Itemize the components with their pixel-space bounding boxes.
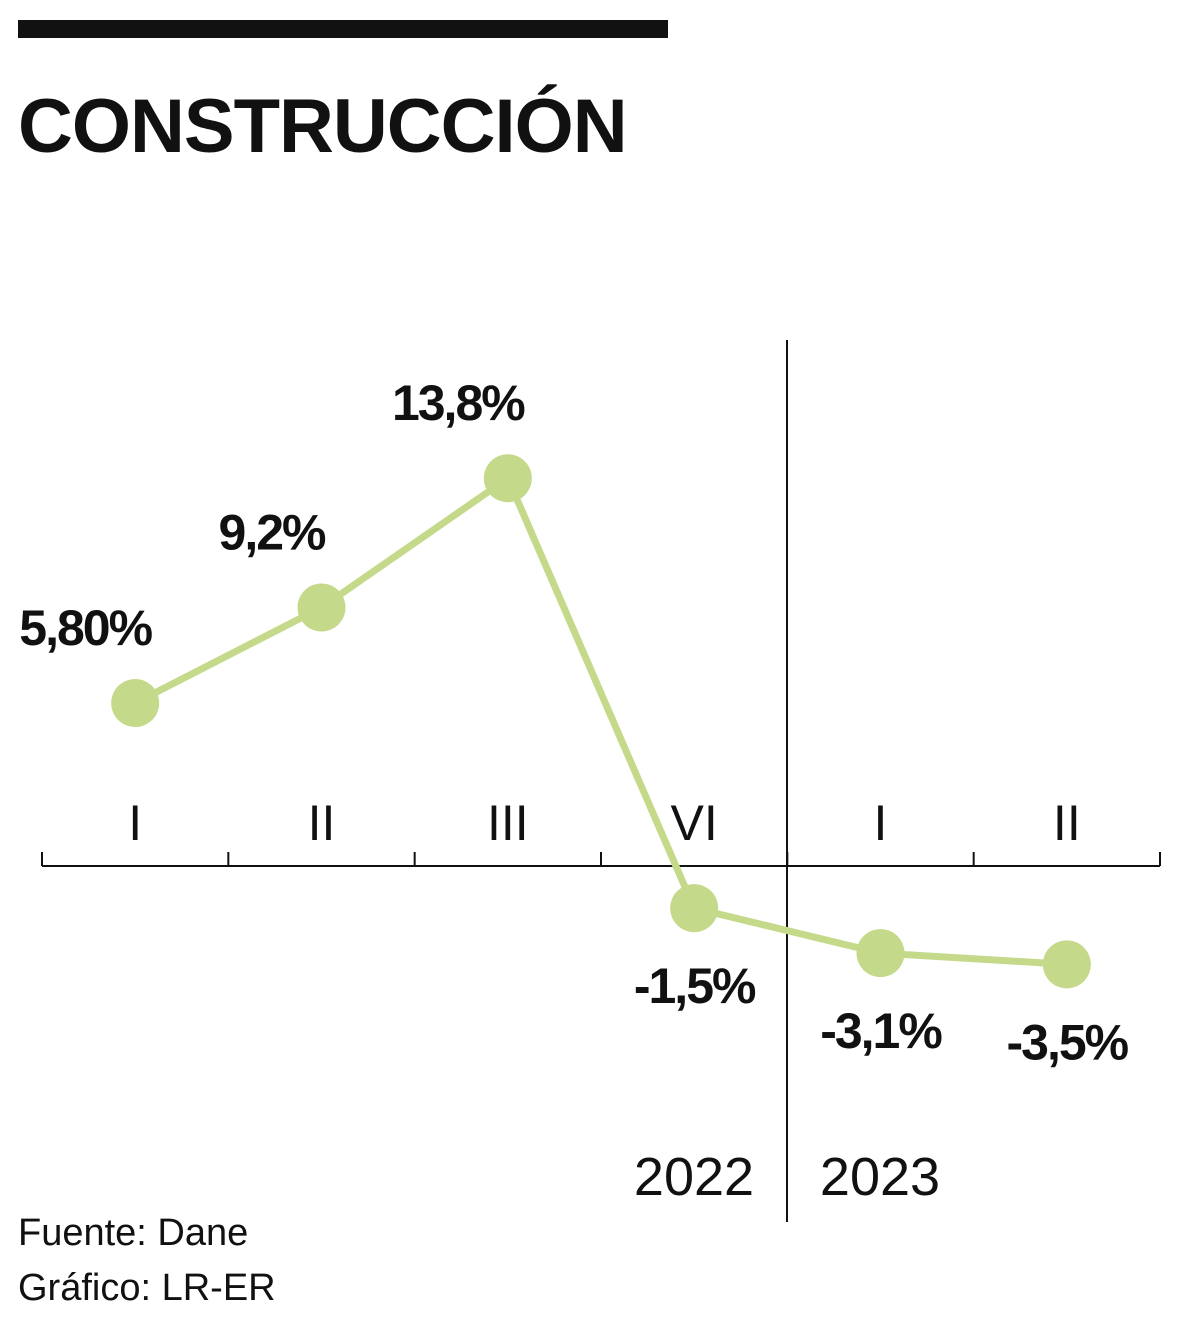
value-label: 9,2% <box>219 504 327 560</box>
line <box>133 474 1068 968</box>
point <box>856 929 905 978</box>
value-label: 5,80% <box>19 600 152 656</box>
credit: Gráfico: LR-ER <box>18 1267 276 1309</box>
point <box>297 583 346 632</box>
chart-title: CONSTRUCCIÓN <box>18 84 627 169</box>
year-label: 2022 <box>634 1147 754 1207</box>
value-label: -3,5% <box>1007 1014 1129 1070</box>
point <box>483 454 532 503</box>
point <box>670 884 719 933</box>
x-tick-label: II <box>308 795 336 851</box>
value-label: 13,8% <box>392 375 525 431</box>
x-tick-label: II <box>1053 795 1081 851</box>
x-tick-label: III <box>487 795 529 851</box>
x-tick-label: VI <box>671 795 718 851</box>
x-tick-label: I <box>128 795 142 851</box>
point <box>111 679 160 728</box>
x-tick-label: I <box>874 795 888 851</box>
title-bar <box>18 20 668 38</box>
year-label: 2023 <box>820 1147 940 1207</box>
source: Fuente: Dane <box>18 1212 248 1254</box>
value-label: -3,1% <box>820 1003 942 1059</box>
point <box>1042 940 1091 989</box>
value-label: -1,5% <box>634 958 756 1014</box>
